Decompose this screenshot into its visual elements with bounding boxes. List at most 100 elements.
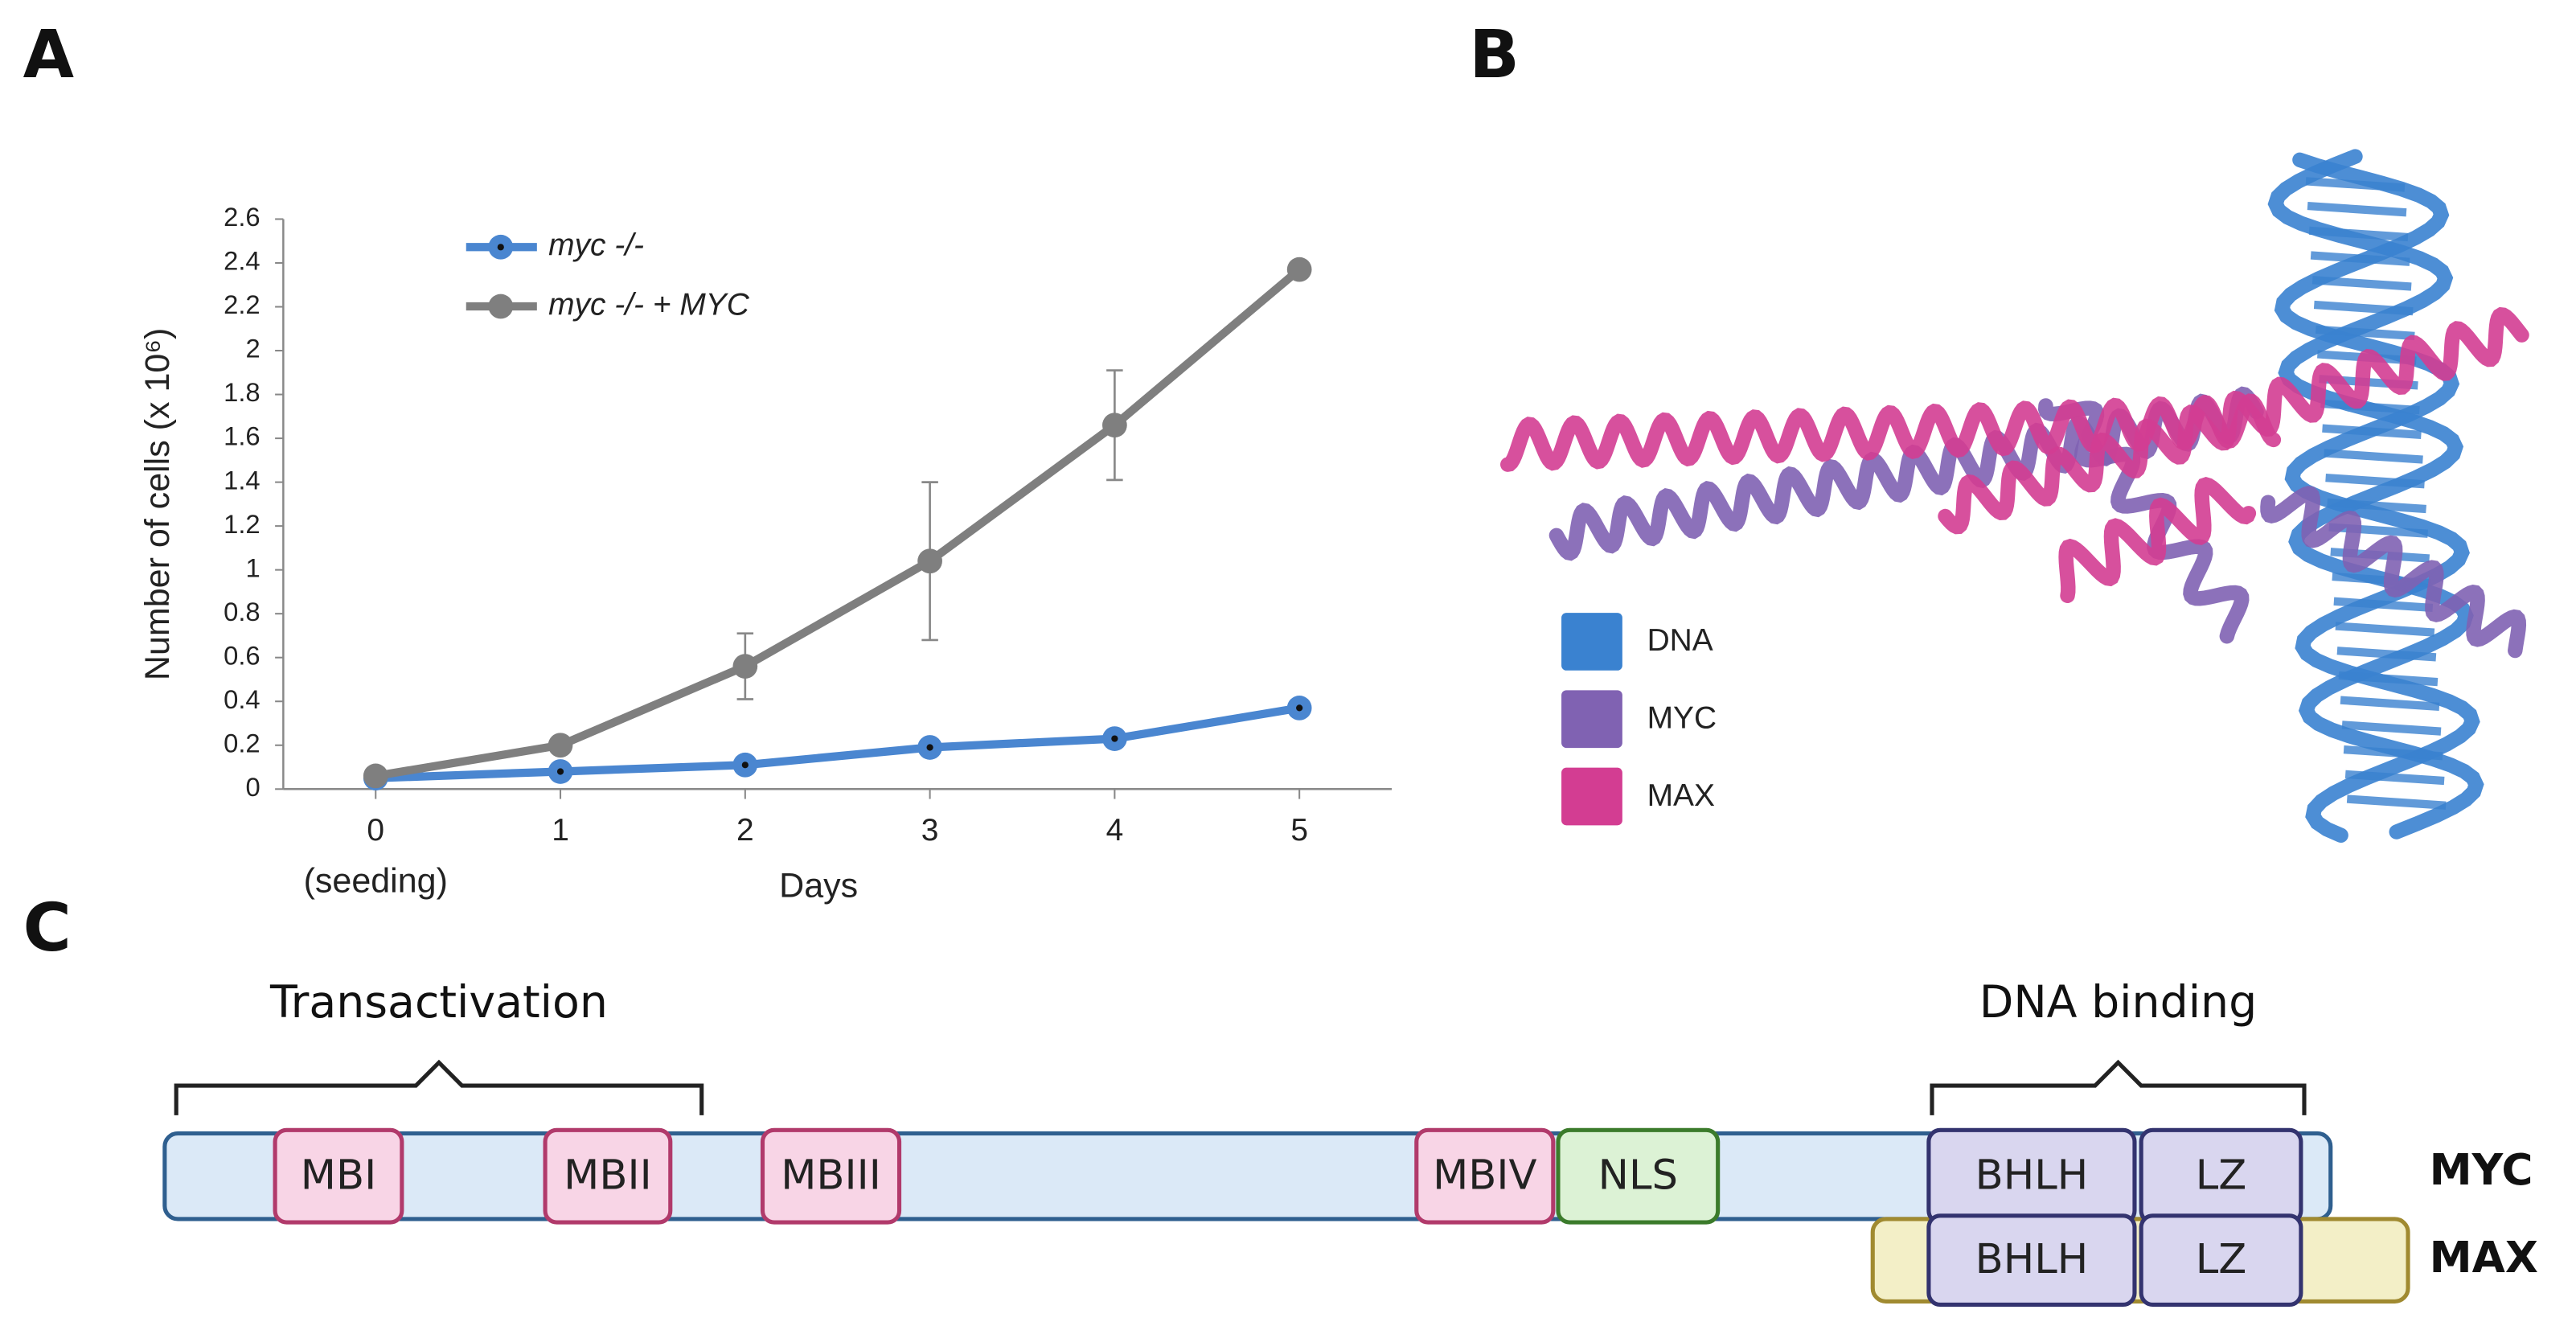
domain-label: BHLH — [1975, 1152, 2089, 1200]
base-pair — [2311, 276, 2412, 291]
panel-label: A — [23, 17, 75, 93]
structure-render — [1500, 149, 2529, 843]
y-tick-label: 0 — [245, 772, 260, 802]
base-pair — [2324, 449, 2423, 464]
base-pair — [2336, 647, 2437, 662]
x-tick-label: 4 — [1106, 813, 1124, 848]
base-pair — [2320, 399, 2420, 415]
bracket-label: Transactivation — [269, 977, 608, 1028]
base-pair — [2313, 300, 2414, 316]
domain — [2139, 1213, 2303, 1308]
domain-label: MBIV — [1433, 1152, 1536, 1200]
data-point — [548, 733, 573, 758]
base-pair — [2310, 251, 2410, 266]
panel-label: C — [23, 890, 72, 967]
domain — [1414, 1127, 1556, 1225]
legend-label: myc -/- + MYC — [548, 287, 750, 322]
helix — [2267, 149, 2484, 840]
legend-dot — [497, 244, 504, 251]
data-point-dot — [556, 768, 564, 775]
legend-marker — [488, 294, 514, 319]
domain — [543, 1127, 673, 1225]
domain — [760, 1127, 902, 1225]
legend-label: MYC — [1647, 701, 1717, 736]
data-point-dot — [1296, 704, 1303, 712]
base-pair — [2308, 226, 2409, 242]
helix — [2260, 486, 2527, 659]
domain-label: BHLH — [1975, 1235, 2089, 1283]
base-pair — [2315, 325, 2415, 341]
bracket-label: DNA binding — [1979, 977, 2257, 1028]
base-pair — [2341, 721, 2442, 736]
base-pair — [2322, 424, 2422, 439]
bracket — [1930, 1059, 2307, 1115]
domain-label: NLS — [1598, 1152, 1678, 1200]
y-tick-label: 2 — [245, 334, 260, 363]
x-tick-label: 5 — [1290, 813, 1308, 848]
base-pair — [2305, 177, 2406, 192]
domain-label: MBIII — [781, 1152, 881, 1200]
y-tick-label: 0.6 — [224, 640, 260, 670]
domain — [1926, 1213, 2137, 1308]
y-tick-label: 1.8 — [224, 377, 260, 407]
y-tick-label: 2.2 — [224, 289, 260, 319]
protein-name: MAX — [2430, 1233, 2538, 1283]
y-tick-label: 2.4 — [224, 246, 260, 276]
domain-label: MBII — [564, 1152, 652, 1200]
domain — [273, 1127, 404, 1225]
y-tick-label: 2.6 — [224, 202, 260, 232]
domain-label: LZ — [2196, 1152, 2247, 1200]
series-line — [375, 704, 1301, 782]
data-point — [1286, 257, 1312, 282]
base-pair — [2328, 523, 2428, 538]
base-pair — [2346, 794, 2447, 810]
y-tick-label: 1.4 — [224, 465, 260, 495]
protein-bar — [162, 1131, 2333, 1221]
base-pair — [2335, 622, 2435, 637]
y-tick-label: 0.8 — [224, 597, 260, 626]
series-line — [375, 266, 1302, 780]
base-pair — [2327, 498, 2426, 514]
data-point-dot — [741, 762, 749, 769]
base-pair — [2307, 201, 2407, 217]
legend-label: myc -/- — [548, 228, 644, 263]
bracket — [174, 1059, 704, 1115]
y-axis-label: Number of cells (x 10⁶) — [138, 328, 177, 680]
domain — [1556, 1127, 1721, 1225]
data-point-dot — [1111, 735, 1118, 742]
y-tick-label: 0.2 — [224, 728, 260, 757]
x-tick-label: 2 — [736, 813, 754, 848]
base-pair — [2325, 473, 2425, 489]
helix — [2058, 477, 2257, 603]
base-pair — [2343, 745, 2443, 761]
protein-name: MYC — [2430, 1145, 2533, 1195]
legend-label: MAX — [1647, 778, 1715, 813]
y-tick-label: 1.6 — [224, 421, 260, 451]
domain-label: MBI — [301, 1152, 376, 1200]
base-pair — [2338, 671, 2439, 687]
x-tick-label: 0 — [367, 813, 384, 848]
base-pair — [2340, 696, 2440, 711]
x-tick-label: 3 — [921, 813, 939, 848]
y-tick-label: 0.4 — [224, 684, 260, 714]
domain-label: LZ — [2196, 1235, 2247, 1283]
x-axis-label: Days — [779, 867, 858, 905]
helix — [1938, 306, 2529, 535]
data-point — [363, 763, 388, 789]
base-pair — [2344, 770, 2445, 786]
legend-swatch — [1561, 767, 1622, 826]
x-tick-label: 1 — [552, 813, 569, 848]
helix — [2274, 152, 2480, 843]
y-tick-label: 1 — [245, 552, 260, 582]
y-tick-label: 1.2 — [224, 509, 260, 539]
data-point — [917, 548, 942, 574]
x-tick-note: (seeding) — [304, 861, 448, 900]
legend-swatch — [1561, 613, 1622, 671]
data-point-dot — [926, 744, 933, 751]
legend-swatch — [1561, 690, 1622, 749]
legend-label: DNA — [1647, 623, 1713, 658]
data-point — [732, 654, 758, 679]
panel-label: B — [1469, 17, 1519, 93]
